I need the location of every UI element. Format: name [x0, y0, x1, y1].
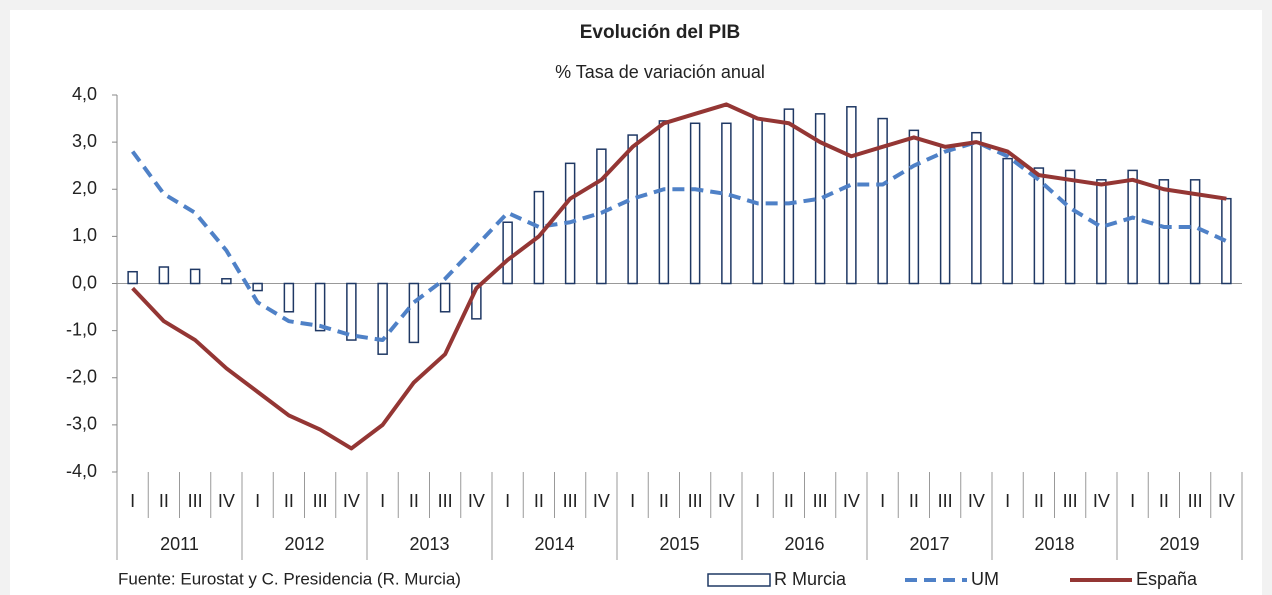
chart-title: Evolución del PIB — [580, 22, 740, 43]
x-tick-label: III — [438, 491, 453, 511]
year-label: 2017 — [909, 534, 949, 554]
y-tick-label: 0,0 — [72, 272, 97, 292]
x-tick-label: I — [1005, 491, 1010, 511]
x-tick-label: III — [938, 491, 953, 511]
bar — [439, 282, 451, 313]
x-tick-label: II — [784, 491, 794, 511]
x-tick-label: I — [255, 491, 260, 511]
x-tick-label: II — [284, 491, 294, 511]
x-tick-label: IV — [343, 491, 360, 511]
bar — [596, 148, 607, 285]
x-tick-label: II — [909, 491, 919, 511]
bar — [314, 282, 326, 332]
bar — [127, 270, 138, 285]
legend-swatch — [707, 573, 771, 587]
year-label: 2018 — [1034, 534, 1074, 554]
bar — [877, 117, 888, 285]
x-tick-label: II — [659, 491, 669, 511]
x-tick-label: I — [880, 491, 885, 511]
bar — [502, 221, 513, 285]
x-tick-label: I — [380, 491, 385, 511]
bar — [1033, 167, 1045, 285]
bar — [377, 282, 388, 355]
bar — [283, 282, 295, 313]
x-tick-label: II — [534, 491, 544, 511]
chart-area — [10, 10, 1262, 595]
bar — [1189, 179, 1201, 285]
x-tick-label: II — [159, 491, 169, 511]
y-tick-label: 3,0 — [72, 131, 97, 151]
x-tick-label: III — [813, 491, 828, 511]
y-tick-label: 4,0 — [72, 84, 97, 104]
bar — [1158, 179, 1170, 285]
bar — [971, 131, 982, 285]
year-label: 2013 — [409, 534, 449, 554]
x-tick-label: IV — [1093, 491, 1110, 511]
bar — [721, 122, 732, 285]
bar — [846, 106, 857, 285]
x-tick-label: III — [563, 491, 578, 511]
bar — [408, 282, 420, 344]
bar — [346, 282, 357, 341]
bar — [221, 278, 232, 285]
x-tick-label: III — [313, 491, 328, 511]
bar — [1096, 179, 1107, 285]
x-tick-label: III — [1063, 491, 1078, 511]
x-tick-label: IV — [218, 491, 235, 511]
legend-label: España — [1136, 569, 1198, 589]
x-tick-label: II — [409, 491, 419, 511]
x-tick-label: IV — [718, 491, 735, 511]
x-tick-label: III — [688, 491, 703, 511]
y-tick-label: 1,0 — [72, 225, 97, 245]
bar — [939, 146, 951, 285]
x-tick-label: I — [1130, 491, 1135, 511]
line-series — [131, 140, 1228, 343]
x-tick-label: III — [1188, 491, 1203, 511]
bar — [189, 268, 201, 285]
x-tick-label: IV — [968, 491, 985, 511]
bar — [1002, 157, 1013, 285]
chart-subtitle: % Tasa de variación anual — [555, 62, 765, 82]
x-tick-label: I — [630, 491, 635, 511]
x-tick-label: IV — [843, 491, 860, 511]
year-label: 2019 — [1159, 534, 1199, 554]
y-tick-label: -1,0 — [66, 319, 97, 339]
x-tick-label: IV — [1218, 491, 1235, 511]
bar — [908, 129, 920, 285]
x-tick-label: IV — [468, 491, 485, 511]
year-label: 2016 — [784, 534, 824, 554]
x-tick-label: I — [130, 491, 135, 511]
source-note: Fuente: Eurostat y C. Presidencia (R. Mu… — [118, 569, 461, 588]
bar — [783, 108, 795, 285]
year-label: 2015 — [659, 534, 699, 554]
x-tick-label: I — [755, 491, 760, 511]
bar — [1127, 169, 1138, 285]
line-series — [131, 102, 1227, 451]
x-tick-label: I — [505, 491, 510, 511]
y-tick-label: -3,0 — [66, 414, 97, 434]
bar — [252, 282, 263, 292]
bar — [1064, 169, 1076, 285]
x-tick-label: II — [1159, 491, 1169, 511]
bar — [658, 120, 670, 285]
x-tick-label: IV — [593, 491, 610, 511]
legend-label: UM — [971, 569, 999, 589]
bar — [158, 266, 170, 285]
year-label: 2014 — [534, 534, 574, 554]
year-label: 2012 — [284, 534, 324, 554]
y-tick-label: -4,0 — [66, 461, 97, 481]
bar — [689, 122, 701, 285]
x-tick-label: II — [1034, 491, 1044, 511]
year-label: 2011 — [160, 534, 199, 554]
x-tick-label: III — [188, 491, 203, 511]
y-tick-label: -2,0 — [66, 367, 97, 387]
y-tick-label: 2,0 — [72, 178, 97, 198]
legend-label: R Murcia — [774, 569, 847, 589]
bar — [627, 134, 638, 285]
